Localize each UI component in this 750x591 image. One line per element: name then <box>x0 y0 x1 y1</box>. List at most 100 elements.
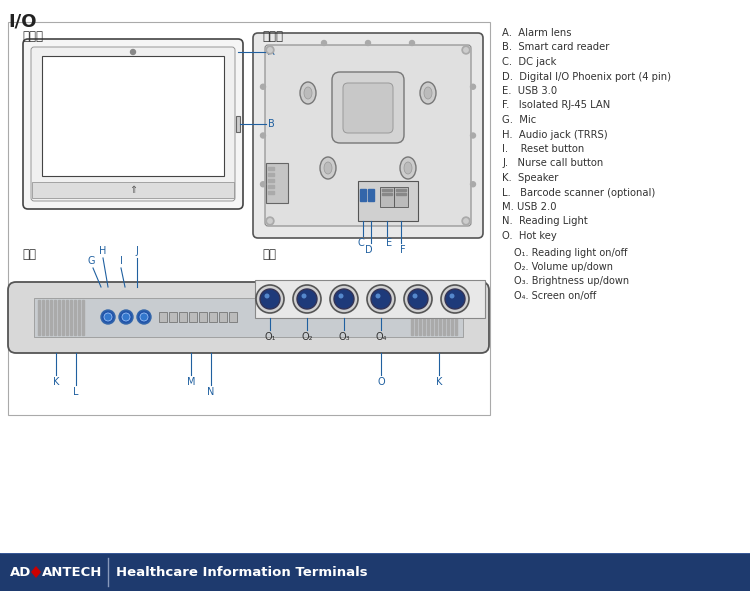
Ellipse shape <box>420 82 436 104</box>
Bar <box>50 300 52 335</box>
Circle shape <box>338 294 344 298</box>
Text: H.  Audio jack (TRRS): H. Audio jack (TRRS) <box>502 129 608 139</box>
Bar <box>447 300 448 335</box>
Polygon shape <box>31 566 41 578</box>
Circle shape <box>445 289 465 309</box>
Text: A: A <box>268 47 274 57</box>
Bar <box>268 167 274 170</box>
Circle shape <box>322 41 326 46</box>
Bar <box>236 116 240 132</box>
Text: C: C <box>358 238 364 248</box>
Bar <box>382 193 392 195</box>
Circle shape <box>260 289 280 309</box>
Bar <box>255 280 485 318</box>
Circle shape <box>293 285 321 313</box>
Text: E: E <box>386 238 392 248</box>
Circle shape <box>449 294 454 298</box>
Ellipse shape <box>300 82 316 104</box>
Bar <box>159 312 167 322</box>
Circle shape <box>268 219 272 223</box>
Ellipse shape <box>400 157 416 179</box>
Bar <box>268 173 274 176</box>
Text: J: J <box>136 246 139 256</box>
Bar <box>368 189 374 201</box>
Bar <box>411 300 413 335</box>
Circle shape <box>462 46 470 54</box>
Circle shape <box>265 294 269 298</box>
Text: 热键: 热键 <box>262 248 276 261</box>
Text: G: G <box>87 256 94 266</box>
Text: L: L <box>74 387 79 397</box>
Text: A.  Alarm lens: A. Alarm lens <box>502 28 572 38</box>
Text: I: I <box>119 256 122 266</box>
Circle shape <box>376 294 380 298</box>
Bar <box>66 300 68 335</box>
Bar <box>358 181 418 221</box>
FancyBboxPatch shape <box>31 47 235 201</box>
Text: E.  USB 3.0: E. USB 3.0 <box>502 86 557 96</box>
Circle shape <box>462 217 470 225</box>
Text: G.  Mic: G. Mic <box>502 115 536 125</box>
Text: N: N <box>207 387 214 397</box>
Circle shape <box>334 289 354 309</box>
Circle shape <box>260 182 266 187</box>
Bar <box>268 191 274 194</box>
Text: ⇑: ⇑ <box>129 185 137 195</box>
Text: O₂: O₂ <box>302 332 313 342</box>
Bar <box>396 189 406 191</box>
Circle shape <box>404 285 432 313</box>
Text: O.  Hot key: O. Hot key <box>502 231 556 241</box>
Bar <box>70 300 71 335</box>
Circle shape <box>266 46 274 54</box>
Text: O₃: O₃ <box>338 332 350 342</box>
Text: D: D <box>365 245 373 255</box>
Circle shape <box>130 50 136 54</box>
Bar <box>179 312 187 322</box>
Circle shape <box>260 133 266 138</box>
Bar <box>62 300 64 335</box>
Circle shape <box>413 294 418 298</box>
Circle shape <box>104 313 112 321</box>
Text: K.  Speaker: K. Speaker <box>502 173 558 183</box>
Ellipse shape <box>320 157 336 179</box>
Bar <box>419 300 421 335</box>
Bar <box>34 298 463 337</box>
Bar <box>268 179 274 182</box>
Bar <box>169 312 177 322</box>
Bar <box>360 189 366 201</box>
Text: M: M <box>187 377 195 387</box>
Bar <box>455 300 457 335</box>
Circle shape <box>470 133 476 138</box>
Bar <box>32 182 234 198</box>
Text: K: K <box>436 377 442 387</box>
Circle shape <box>371 289 391 309</box>
Text: ANTECH: ANTECH <box>42 566 102 579</box>
Bar <box>82 300 83 335</box>
Text: AD: AD <box>10 566 32 579</box>
Bar <box>394 187 408 207</box>
Circle shape <box>137 310 151 324</box>
Circle shape <box>441 285 469 313</box>
Bar <box>443 300 445 335</box>
FancyBboxPatch shape <box>343 83 393 133</box>
Circle shape <box>365 41 370 46</box>
Circle shape <box>330 285 358 313</box>
Text: K: K <box>53 377 59 387</box>
Text: D.  Digital I/O Phoenix port (4 pin): D. Digital I/O Phoenix port (4 pin) <box>502 72 671 82</box>
FancyBboxPatch shape <box>23 39 243 209</box>
Text: O₁. Reading light on/off: O₁. Reading light on/off <box>514 248 627 258</box>
Bar <box>189 312 197 322</box>
Ellipse shape <box>424 87 432 99</box>
Text: O₄: O₄ <box>375 332 387 342</box>
Text: F: F <box>400 245 406 255</box>
Text: C.  DC jack: C. DC jack <box>502 57 556 67</box>
Bar <box>78 300 80 335</box>
Circle shape <box>464 48 468 52</box>
Ellipse shape <box>404 162 412 174</box>
Circle shape <box>470 85 476 89</box>
Text: 底部: 底部 <box>22 248 36 261</box>
Ellipse shape <box>304 87 312 99</box>
Circle shape <box>119 310 133 324</box>
Bar <box>229 312 237 322</box>
Circle shape <box>408 289 428 309</box>
